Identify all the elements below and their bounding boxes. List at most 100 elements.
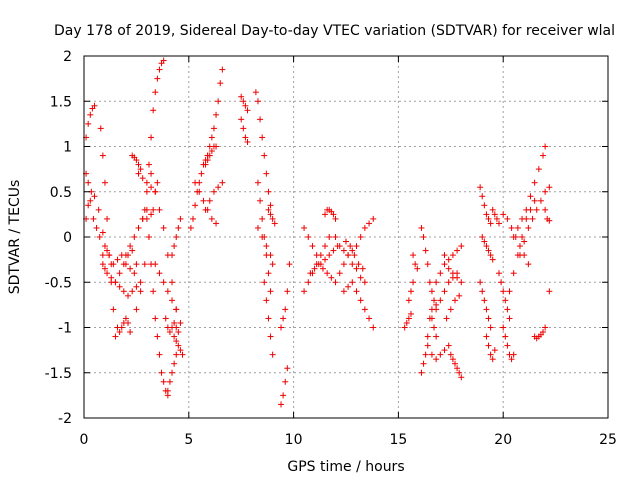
data-point	[179, 351, 186, 358]
data-point	[90, 215, 97, 222]
data-point	[410, 279, 417, 286]
data-point	[449, 270, 456, 277]
data-point	[437, 351, 444, 358]
data-point	[160, 224, 167, 231]
data-point	[433, 301, 440, 308]
data-point	[175, 329, 182, 336]
data-point	[437, 270, 444, 277]
data-point	[485, 315, 492, 322]
data-point	[265, 206, 272, 213]
data-point	[355, 261, 362, 268]
data-point	[189, 215, 196, 222]
data-point	[412, 261, 419, 268]
data-point	[309, 243, 316, 250]
data-point	[447, 306, 454, 313]
data-point	[240, 125, 247, 132]
data-point	[261, 279, 268, 286]
data-point	[137, 288, 144, 295]
data-point	[506, 315, 513, 322]
data-point	[433, 356, 440, 363]
data-point	[322, 243, 329, 250]
data-point	[546, 288, 553, 295]
data-point	[120, 288, 127, 295]
data-point	[424, 342, 431, 349]
data-point	[525, 261, 532, 268]
data-point	[145, 234, 152, 240]
data-point	[116, 270, 123, 277]
data-point	[449, 252, 456, 259]
data-point	[148, 211, 155, 218]
data-point	[370, 215, 377, 222]
data-point	[127, 265, 134, 272]
data-point	[254, 224, 261, 231]
data-point	[454, 247, 461, 254]
data-point	[219, 179, 226, 186]
data-point	[252, 89, 259, 96]
data-point	[540, 152, 547, 159]
data-point	[202, 206, 209, 213]
data-point	[133, 283, 140, 290]
data-point	[328, 274, 335, 281]
data-point	[542, 143, 549, 150]
data-point	[259, 134, 266, 141]
data-point	[261, 152, 268, 159]
data-point	[267, 288, 274, 295]
data-point	[208, 134, 215, 141]
data-point	[441, 261, 448, 268]
data-point	[502, 333, 509, 340]
data-point	[345, 252, 352, 259]
data-point	[361, 224, 368, 231]
data-point	[129, 247, 136, 254]
data-point	[305, 279, 312, 286]
data-point	[208, 148, 215, 155]
data-point	[483, 211, 490, 218]
y-tick-label: 0.5	[50, 185, 72, 201]
data-point	[101, 243, 108, 250]
data-point	[244, 138, 251, 145]
data-point	[504, 306, 511, 313]
data-point	[173, 306, 180, 313]
data-point	[500, 211, 507, 218]
data-point	[87, 111, 94, 118]
data-point	[546, 184, 553, 191]
data-point	[187, 224, 194, 231]
data-point	[431, 297, 438, 304]
data-point	[424, 333, 431, 340]
data-point	[345, 283, 352, 290]
y-tick-label: -2	[58, 411, 72, 427]
data-point	[426, 279, 433, 286]
data-point	[208, 215, 215, 222]
data-point	[125, 319, 132, 326]
x-tick-label: 0	[80, 432, 89, 448]
data-point	[156, 66, 163, 73]
data-point	[506, 288, 513, 295]
data-point	[169, 297, 176, 304]
data-point	[523, 206, 530, 213]
data-point	[240, 98, 247, 105]
data-point	[133, 306, 140, 313]
data-point	[278, 324, 285, 331]
data-point	[156, 270, 163, 277]
data-point	[213, 220, 220, 227]
data-point	[99, 252, 106, 259]
axis-ticks: 0 5 10 15 20 25 -2 -1.5 -1 -0.5 0 0.5 1 1.5 2	[45, 49, 617, 448]
data-point	[481, 202, 488, 209]
data-point	[108, 274, 115, 281]
data-point	[322, 256, 329, 263]
data-point	[428, 288, 435, 295]
data-point	[99, 152, 106, 159]
data-point	[407, 288, 414, 295]
data-point	[192, 202, 199, 209]
data-point	[242, 102, 249, 109]
data-point	[519, 215, 526, 222]
data-point	[177, 347, 184, 354]
data-point	[361, 279, 368, 286]
data-point	[114, 256, 121, 263]
data-point	[131, 270, 138, 277]
data-point	[454, 274, 461, 281]
data-point	[487, 220, 494, 227]
data-point	[477, 184, 484, 191]
data-point	[483, 306, 490, 313]
data-point	[542, 188, 549, 195]
data-point	[353, 288, 360, 295]
